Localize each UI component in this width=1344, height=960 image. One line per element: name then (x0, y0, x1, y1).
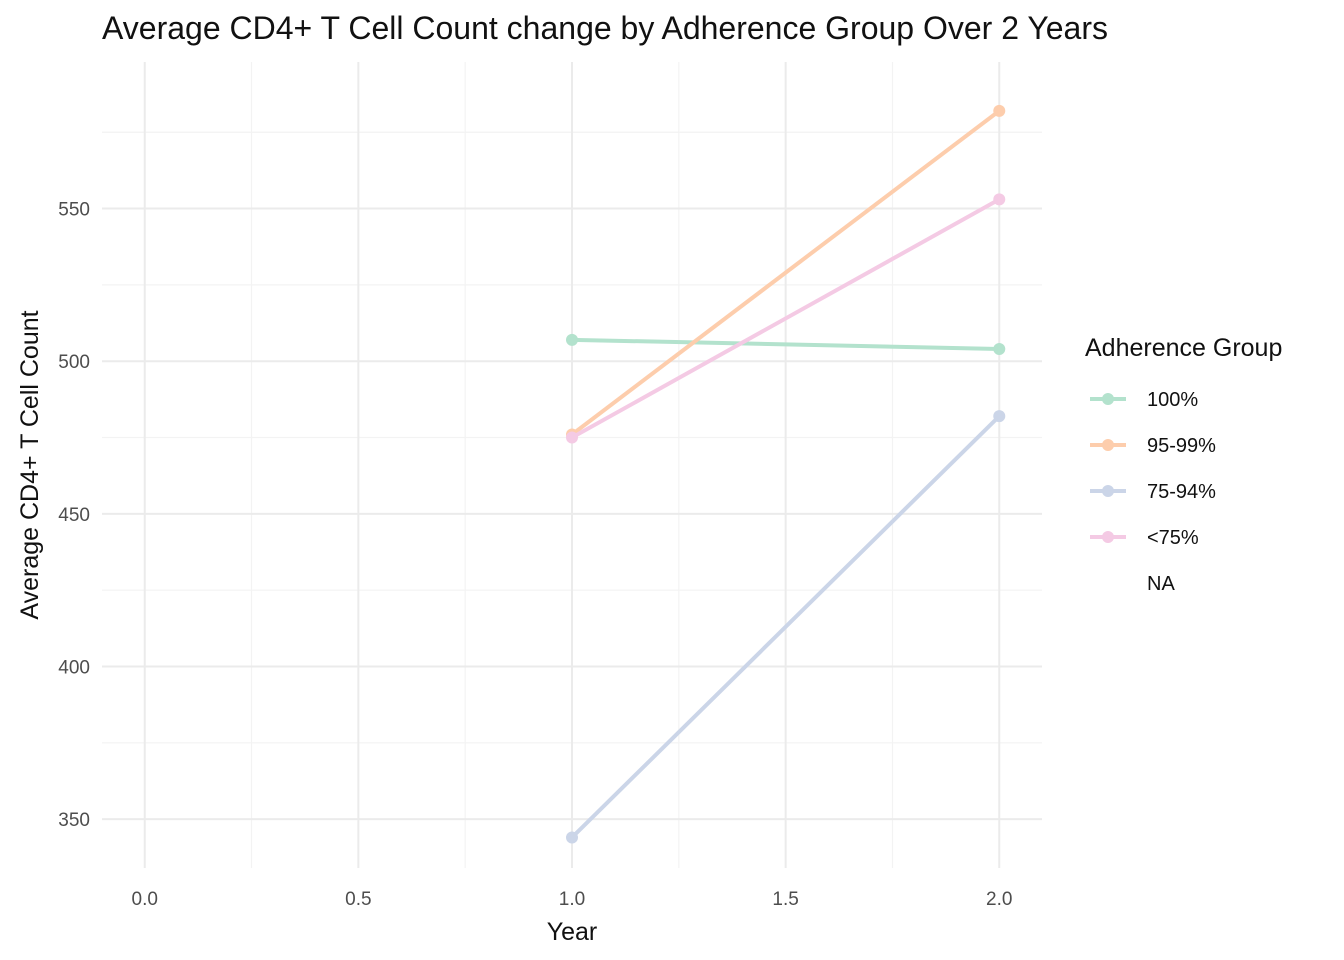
x-tick-label: 2.0 (986, 889, 1012, 910)
x-tick-label: 0.5 (345, 889, 371, 910)
legend-title: Adherence Group (1085, 334, 1282, 362)
x-axis-title: Year (547, 918, 598, 946)
x-tick-label: 0.0 (132, 889, 158, 910)
y-axis-title: Average CD4+ T Cell Count (16, 310, 44, 619)
data-point (993, 342, 1006, 355)
legend-key-point (1102, 485, 1114, 497)
legend-key-point (1102, 439, 1114, 451)
data-point (566, 431, 578, 444)
data-point (993, 410, 1006, 423)
series-line (570, 414, 1001, 839)
data-point (566, 333, 578, 346)
legend-label: NA (1147, 573, 1175, 595)
x-tick-label: 1.0 (559, 889, 585, 910)
y-tick-label: 350 (58, 810, 90, 831)
grid-layer (102, 62, 1042, 868)
series-layer (566, 104, 1006, 844)
data-point (566, 831, 578, 844)
data-point (993, 104, 1006, 117)
y-tick-label: 400 (58, 658, 90, 679)
y-tick-label: 500 (58, 352, 90, 373)
series-line (571, 197, 1001, 440)
y-tick-label: 450 (58, 505, 90, 526)
series-line (571, 337, 1000, 351)
legend-key-point (1102, 531, 1114, 543)
y-tick-label: 550 (58, 200, 90, 221)
legend-key-point (1102, 393, 1114, 405)
legend-label: <75% (1147, 527, 1199, 549)
legend-label: 95-99% (1147, 435, 1216, 457)
legend-label: 75-94% (1147, 481, 1216, 503)
legend: Adherence Group 100% 95-99% 75-94% <75% NA (1085, 334, 1282, 595)
legend-label: 100% (1147, 389, 1198, 411)
chart-title: Average CD4+ T Cell Count change by Adhe… (102, 10, 1108, 46)
axis-layer: 0.0 0.5 1.0 1.5 2.0 350 400 450 500 550 Year Averag… (16, 200, 1012, 946)
x-tick-label: 1.5 (772, 889, 798, 910)
data-point (993, 193, 1006, 206)
series-line (570, 109, 1001, 437)
